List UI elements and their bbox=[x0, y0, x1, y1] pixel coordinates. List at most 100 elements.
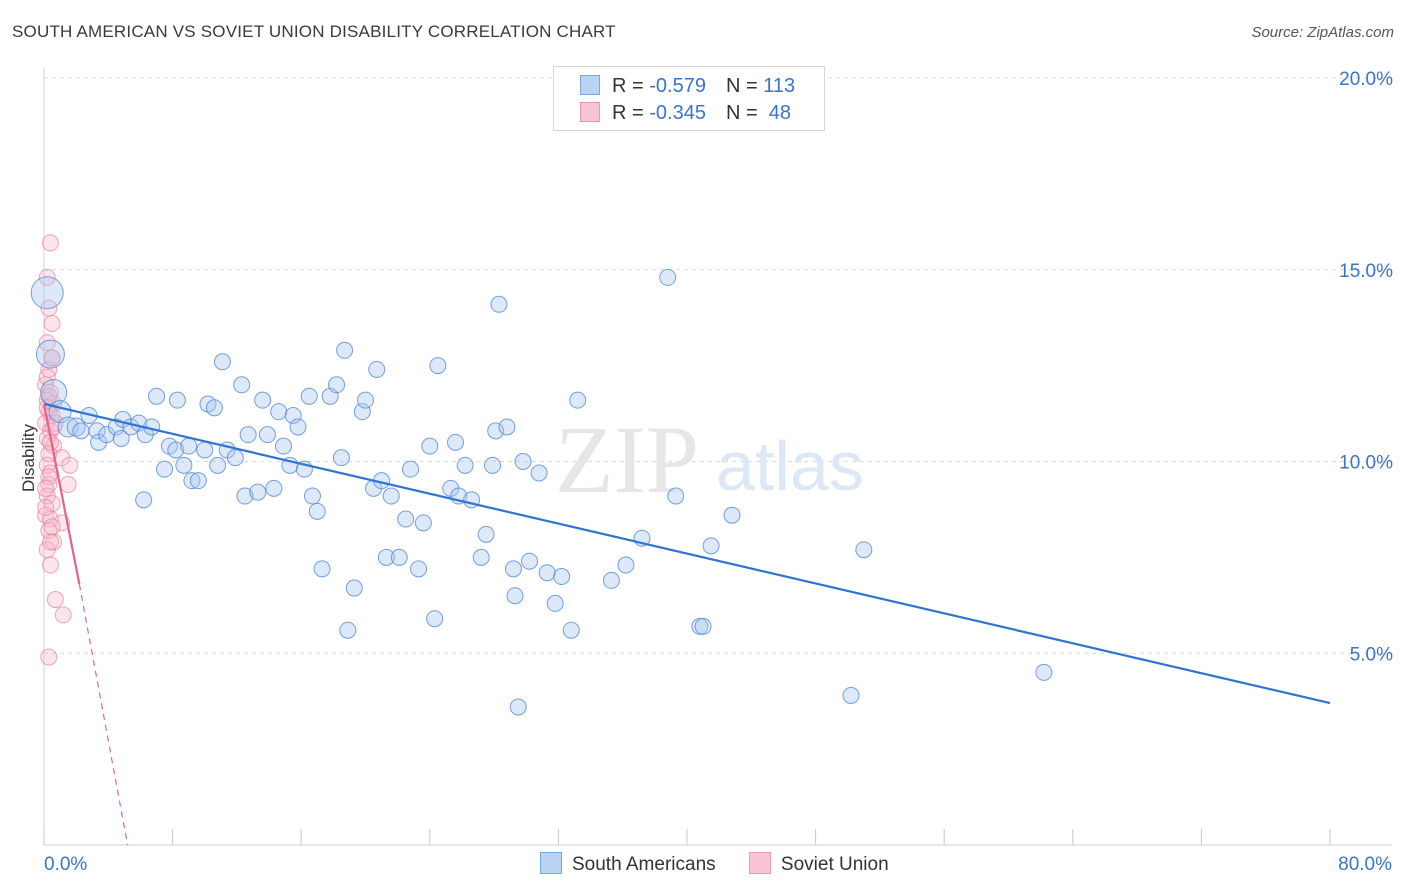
south-americans-point bbox=[377, 548, 395, 566]
south-americans-point bbox=[498, 418, 516, 436]
legend-n-value-pink: 48 bbox=[763, 102, 792, 124]
south-americans-point bbox=[336, 341, 354, 359]
south-americans-point bbox=[504, 560, 522, 578]
south-americans-point bbox=[456, 456, 474, 474]
legend-item-soviet-union: Soviet Union bbox=[748, 852, 889, 876]
soviet-union-trend-line bbox=[42, 403, 81, 585]
south-americans-point bbox=[506, 587, 524, 605]
south-americans-point bbox=[72, 422, 90, 440]
south-americans-point bbox=[421, 437, 439, 455]
south-americans-point bbox=[189, 472, 207, 490]
south-americans-point bbox=[180, 437, 198, 455]
south-americans-point bbox=[382, 487, 400, 505]
south-americans-point bbox=[209, 456, 227, 474]
south-americans-point bbox=[196, 441, 214, 459]
y-axis-label: Disability bbox=[19, 423, 38, 492]
legend-r-value-blue: -0.579 bbox=[649, 75, 706, 97]
soviet-union-point bbox=[40, 648, 58, 666]
south-americans-point bbox=[168, 391, 186, 409]
south-americans-point bbox=[723, 506, 741, 524]
south-americans-point bbox=[357, 391, 374, 409]
y-tick-label: 20.0% bbox=[1339, 69, 1393, 90]
x-tick-label: 80.0% bbox=[1338, 854, 1392, 875]
south-americans-point bbox=[332, 449, 350, 467]
south-americans-point bbox=[148, 387, 166, 405]
watermark: ZIP atlas bbox=[555, 406, 864, 513]
x-tick-label: 0.0% bbox=[44, 854, 87, 875]
south-americans-point bbox=[617, 556, 635, 574]
south-americans-points bbox=[30, 268, 1053, 716]
south-americans-point bbox=[659, 268, 677, 286]
soviet-union-point bbox=[37, 499, 55, 517]
south-americans-point bbox=[562, 621, 580, 639]
south-americans-point bbox=[520, 552, 538, 570]
south-americans-point bbox=[546, 594, 564, 612]
trend-lines bbox=[42, 402, 1331, 846]
south-americans-point bbox=[35, 339, 65, 369]
south-americans-point bbox=[472, 548, 490, 566]
south-americans-point bbox=[842, 686, 860, 704]
south-americans-point bbox=[239, 426, 257, 444]
south-americans-point bbox=[167, 441, 185, 459]
south-americans-point bbox=[156, 460, 174, 478]
soviet-union-point bbox=[54, 606, 72, 624]
south-americans-point bbox=[530, 464, 548, 482]
soviet-union-point bbox=[46, 591, 64, 609]
south-americans-point bbox=[447, 433, 465, 451]
south-americans-point bbox=[328, 376, 346, 394]
south-americans-point bbox=[236, 487, 254, 505]
soviet-union-point bbox=[38, 368, 56, 386]
south-americans-point bbox=[410, 560, 428, 578]
south-americans-point bbox=[270, 403, 288, 421]
south-americans-point bbox=[702, 537, 720, 555]
south-americans-point bbox=[303, 487, 321, 505]
south-americans-point bbox=[339, 621, 357, 639]
soviet-union-point bbox=[43, 349, 61, 367]
south-americans-point bbox=[538, 564, 556, 582]
south-americans-point bbox=[429, 357, 447, 375]
soviet-union-point bbox=[38, 334, 56, 352]
legend-n-value-blue: 113 bbox=[763, 75, 796, 97]
south-americans-point bbox=[300, 387, 318, 405]
watermark-atlas: atlas bbox=[716, 427, 864, 505]
south-americans-point bbox=[254, 391, 272, 409]
south-americans-point bbox=[487, 422, 505, 440]
south-americans-point bbox=[553, 568, 571, 586]
soviet-union-point bbox=[41, 234, 59, 252]
south-americans-point bbox=[226, 449, 244, 467]
y-tick-label: 15.0% bbox=[1339, 261, 1393, 282]
legend-row-south-americans: R = -0.579 N = 113 bbox=[580, 75, 795, 101]
south-americans-point bbox=[345, 579, 363, 597]
watermark-zip: ZIP bbox=[555, 406, 699, 513]
south-americans-point bbox=[569, 391, 587, 409]
south-americans-point bbox=[183, 472, 201, 490]
south-americans-point bbox=[509, 698, 527, 716]
grid-lines bbox=[44, 77, 1392, 654]
soviet-union-point bbox=[38, 268, 56, 286]
south-americans-point bbox=[477, 525, 495, 543]
soviet-union-point bbox=[43, 314, 61, 332]
soviet-union-point bbox=[43, 518, 61, 536]
south-americans-point bbox=[249, 483, 267, 501]
south-americans-point bbox=[667, 487, 685, 505]
south-americans-point bbox=[426, 610, 444, 628]
south-americans-point bbox=[275, 437, 293, 455]
legend-swatch-blue bbox=[580, 75, 600, 95]
source-label: Source: ZipAtlas.com bbox=[1251, 24, 1394, 41]
soviet-union-point bbox=[37, 479, 55, 497]
south-americans-point bbox=[205, 399, 223, 417]
south-americans-point bbox=[313, 560, 331, 578]
y-tick-label: 10.0% bbox=[1339, 453, 1393, 474]
legend-item-south-americans: South Americans bbox=[540, 852, 716, 876]
south-americans-point bbox=[483, 456, 501, 474]
south-americans-point bbox=[397, 510, 415, 528]
soviet-union-point bbox=[61, 456, 79, 474]
south-americans-point bbox=[135, 491, 153, 509]
south-americans-point bbox=[175, 456, 193, 474]
tick-labels: 5.0% 10.0% 15.0% 20.0% 0.0% 80.0% bbox=[44, 69, 1393, 875]
south-americans-point bbox=[694, 617, 712, 635]
legend-row-soviet-union: R = -0.345 N = 48 bbox=[580, 102, 791, 128]
south-americans-point bbox=[414, 514, 432, 532]
south-americans-point bbox=[265, 479, 283, 497]
